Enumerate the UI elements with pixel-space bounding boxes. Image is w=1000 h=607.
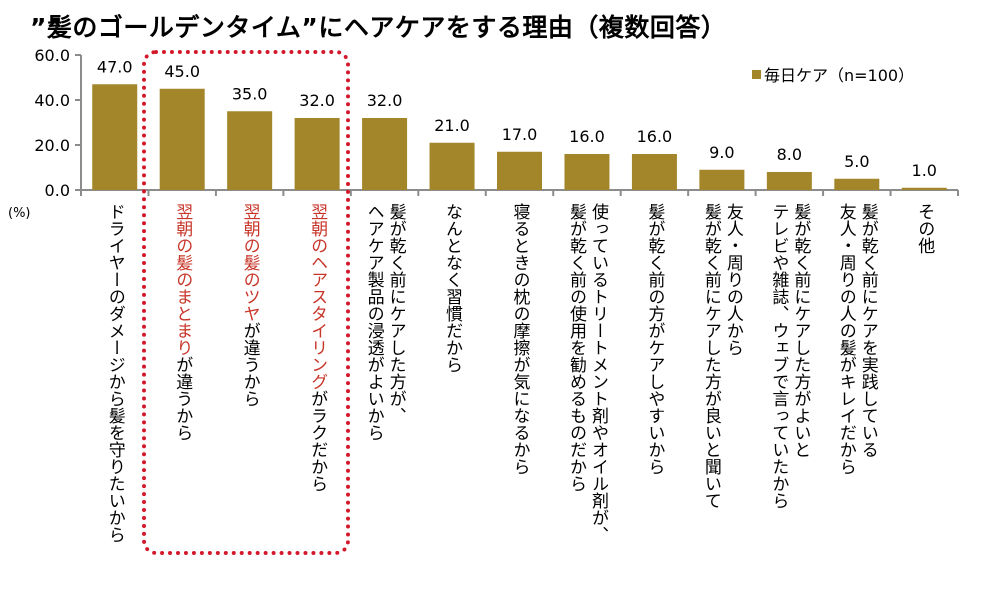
data-label: 5.0 — [844, 152, 869, 171]
category-label: 翌朝の髪のまとまりが違うから — [171, 203, 193, 441]
category-label-line: その他 — [913, 203, 935, 254]
label-text: ドライヤーのダメージから髪を守りたいから — [104, 203, 125, 543]
category-label-line: 髪が乾く前の使用を勧めるものだから — [565, 203, 587, 543]
label-text: ヘアケア製品の浸透がよいから — [363, 203, 384, 441]
category-label-line: 使っているトリートメント剤やオイル剤が、 — [587, 203, 609, 543]
category-label-line: 髪が乾く前にケアを実践している — [857, 203, 879, 475]
category-label-line: 髪が乾く前にケアした方が良いと聞いて — [700, 203, 722, 509]
label-text: 使っているトリートメント剤やオイル剤が、 — [587, 203, 608, 543]
category-label: 友人・周りの人から 髪が乾く前にケアした方が良いと聞いて — [700, 203, 744, 509]
y-tick-label: 60.0 — [34, 46, 70, 65]
label-text: 髪が乾く前にケアした方が、 — [385, 203, 406, 424]
category-label: 髪が乾く前にケアを実践している 友人・周りの人の髪がキレイだから — [835, 203, 879, 475]
bar — [362, 118, 408, 190]
bar — [766, 172, 812, 190]
data-label: 9.0 — [709, 143, 734, 162]
y-axis-unit-label: (%) — [8, 206, 31, 221]
category-label-line: 翌朝の髪のまとまりが違うから — [171, 203, 193, 441]
data-label: 47.0 — [97, 57, 133, 76]
label-text: 友人・周りの人から — [722, 203, 743, 356]
label-text: なんとなく習慣だから — [442, 203, 463, 373]
data-label: 32.0 — [367, 91, 403, 110]
category-label-line: ヘアケア製品の浸透がよいから — [363, 203, 385, 441]
bar — [159, 88, 205, 190]
category-label: 髪が乾く前にケアした方がよいと テレビや雑誌、ウェブで言っていたから — [767, 203, 811, 509]
category-label-line: なんとなく習慣だから — [441, 203, 463, 373]
bar — [497, 151, 542, 190]
category-label-line: 翌朝のヘアスタイリングがラクだから — [306, 203, 328, 492]
bar — [429, 142, 475, 190]
label-text: 寝るときの枕の摩擦が気になるから — [509, 203, 530, 475]
data-label: 8.0 — [777, 145, 802, 164]
data-label: 35.0 — [232, 84, 268, 103]
bar — [631, 154, 677, 190]
label-text: がラクだから — [307, 390, 328, 492]
data-label: 16.0 — [637, 127, 673, 146]
category-label-line: テレビや雑誌、ウェブで言っていたから — [767, 203, 789, 509]
bar — [564, 154, 610, 190]
bar — [227, 111, 273, 190]
category-label: 翌朝のヘアスタイリングがラクだから — [306, 203, 328, 492]
label-text: その他 — [914, 203, 935, 254]
legend: 毎日ケア（n=100） — [752, 62, 914, 86]
bar — [834, 178, 880, 190]
chart-title: ”髪のゴールデンタイム”にヘアケアをする理由（複数回答） — [30, 13, 727, 42]
category-label-line: 髪が乾く前にケアした方が、 — [385, 203, 407, 441]
y-tick-label: 20.0 — [34, 136, 70, 155]
category-label: ドライヤーのダメージから髪を守りたいから — [104, 203, 126, 543]
label-text: が違うから — [239, 322, 260, 407]
category-label-line: 寝るときの枕の摩擦が気になるから — [509, 203, 531, 475]
highlighted-text: 翌朝の髪のまとまり — [172, 203, 193, 356]
category-label-line: 友人・周りの人の髪がキレイだから — [835, 203, 857, 475]
bar — [92, 84, 138, 190]
category-label-line: 髪が乾く前にケアした方がよいと — [789, 203, 811, 509]
highlight-box — [142, 50, 350, 555]
label-text: が違うから — [172, 356, 193, 441]
data-label: 16.0 — [569, 127, 605, 146]
category-label: 使っているトリートメント剤やオイル剤が、 髪が乾く前の使用を勧めるものだから — [565, 203, 609, 543]
data-label: 17.0 — [502, 125, 538, 144]
highlighted-text: 翌朝のヘアスタイリング — [307, 203, 328, 390]
category-label: 髪が乾く前にケアした方が、 ヘアケア製品の浸透がよいから — [363, 203, 407, 441]
category-label-line: 髪が乾く前の方がケアしやすいから — [643, 203, 665, 475]
data-label: 21.0 — [434, 116, 470, 135]
category-label: なんとなく習慣だから — [441, 203, 463, 373]
y-tick-label: 0.0 — [45, 181, 70, 200]
category-label: 寝るときの枕の摩擦が気になるから — [509, 203, 531, 475]
legend-label: 毎日ケア（n=100） — [764, 66, 915, 85]
bar — [901, 187, 947, 190]
data-label: 1.0 — [912, 161, 937, 180]
category-label-line: 翌朝の髪のツヤが違うから — [239, 203, 261, 407]
label-text: 髪が乾く前にケアした方がよいと — [790, 203, 811, 458]
y-tick-label: 40.0 — [34, 91, 70, 110]
bar — [699, 169, 745, 190]
category-label: 翌朝の髪のツヤが違うから — [239, 203, 261, 407]
category-label: その他 — [913, 203, 935, 254]
bar — [294, 118, 340, 190]
category-label: 髪が乾く前の方がケアしやすいから — [643, 203, 665, 475]
highlighted-text: 翌朝の髪のツヤ — [239, 203, 260, 322]
label-text: 髪が乾く前の使用を勧めるものだから — [565, 203, 586, 492]
label-text: 髪が乾く前の方がケアしやすいから — [644, 203, 665, 475]
data-label: 32.0 — [299, 91, 335, 110]
label-text: テレビや雑誌、ウェブで言っていたから — [768, 203, 789, 509]
label-text: 髪が乾く前にケアを実践している — [857, 203, 878, 458]
legend-swatch — [752, 69, 761, 79]
category-label-line: ドライヤーのダメージから髪を守りたいから — [104, 203, 126, 543]
label-text: 友人・周りの人の髪がキレイだから — [835, 203, 856, 475]
label-text: 髪が乾く前にケアした方が良いと聞いて — [700, 203, 721, 509]
data-label: 45.0 — [164, 62, 200, 81]
category-label-line: 友人・周りの人から — [722, 203, 744, 509]
